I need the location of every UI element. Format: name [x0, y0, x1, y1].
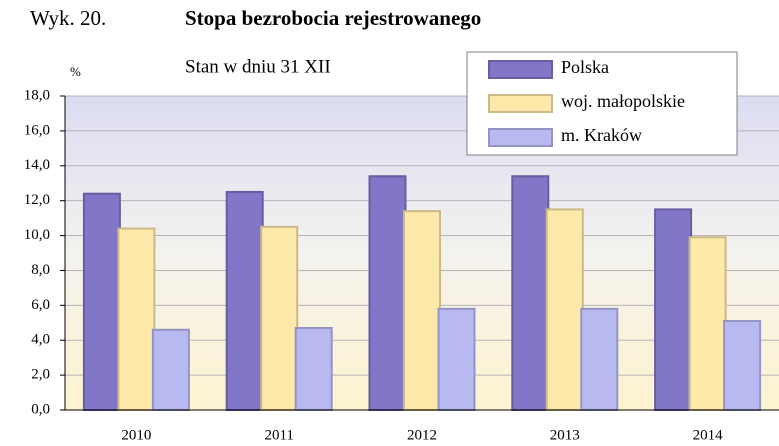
legend-swatch	[488, 60, 553, 79]
bar	[688, 236, 727, 411]
y-tick-label: 18,0	[24, 87, 50, 103]
bar	[437, 307, 476, 412]
y-tick-label: 16,0	[24, 122, 50, 138]
y-tick-label: 8,0	[31, 262, 50, 278]
chart-subtitle: Stan w dniu 31 XII	[185, 56, 331, 77]
legend-label: m. Kraków	[561, 125, 642, 145]
y-unit: %	[70, 64, 81, 79]
bar	[403, 210, 441, 411]
bar	[545, 208, 584, 411]
bar	[294, 327, 333, 411]
y-tick-label: 4,0	[31, 332, 50, 348]
bar	[511, 175, 550, 411]
legend-swatch	[488, 128, 553, 147]
x-tick-label: 2010	[121, 427, 151, 443]
x-tick-label: 2014	[693, 427, 724, 443]
bar	[654, 208, 693, 411]
bar	[117, 227, 156, 411]
legend-label: woj. małopolskie	[561, 91, 685, 111]
bar	[82, 192, 121, 411]
y-tick-label: 10,0	[24, 227, 50, 243]
legend: Polska woj. małopolskie m. Kraków	[466, 51, 738, 156]
x-tick-label: 2013	[550, 427, 580, 443]
bar	[225, 190, 264, 411]
y-tick-label: 12,0	[24, 192, 50, 208]
legend-label: Polska	[561, 57, 609, 77]
y-tick-label: 14,0	[24, 157, 50, 173]
legend-swatch	[488, 94, 553, 113]
bar	[368, 175, 407, 411]
chart-label: Wyk. 20.	[30, 6, 106, 30]
chart-title: Stopa bezrobocia rejestrowanego	[185, 6, 481, 30]
bar	[151, 328, 190, 411]
y-tick-label: 6,0	[31, 297, 50, 313]
x-tick-label: 2011	[264, 427, 293, 443]
x-tick-label: 2012	[407, 427, 437, 443]
bar	[580, 307, 619, 412]
bar	[723, 320, 762, 411]
y-tick-label: 0,0	[31, 401, 50, 417]
y-tick-label: 2,0	[31, 367, 50, 383]
bar	[260, 225, 299, 411]
